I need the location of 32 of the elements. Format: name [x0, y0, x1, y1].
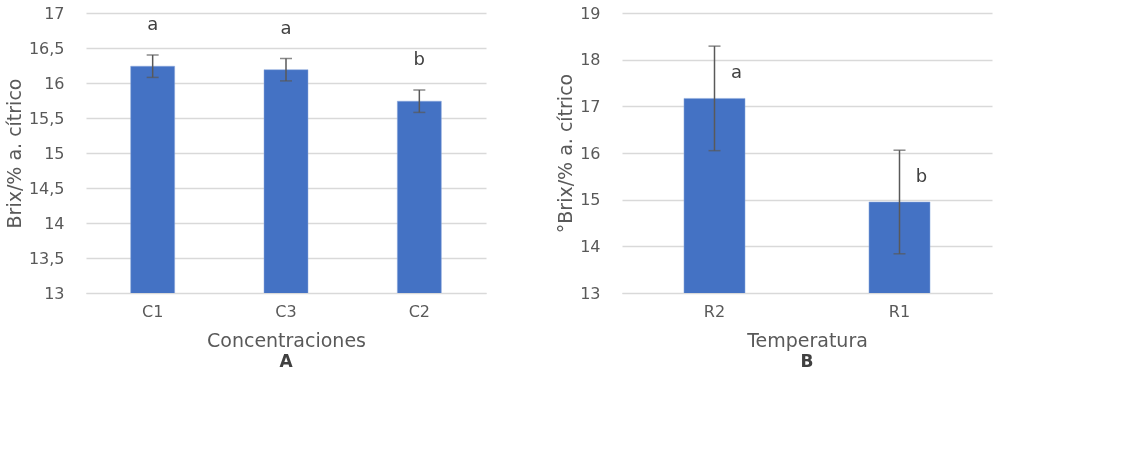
y-tick-label: 14 — [44, 213, 65, 233]
annotation: a — [147, 13, 159, 34]
y-tick-label: 17 — [580, 96, 601, 116]
y-tick-label: 13,5 — [28, 248, 65, 268]
annotation: a — [730, 61, 743, 83]
x-tick-label: C3 — [275, 301, 297, 321]
text: A — [279, 351, 294, 371]
annotation: b — [413, 48, 426, 69]
y-tick-label: 13 — [580, 283, 601, 303]
x-axis-title: Concentraciones — [207, 328, 366, 351]
x-tick-label: R2 — [703, 301, 726, 321]
annotation: b — [915, 165, 928, 187]
y-tick-label: 16 — [580, 143, 601, 163]
y-tick-label: 15,5 — [28, 108, 65, 128]
x-tick-label: R1 — [888, 301, 911, 321]
y-axis-title: Brix/% a. cítrico — [2, 78, 25, 229]
y-tick-label: 18 — [580, 50, 601, 70]
y-tick-label: 14,5 — [28, 178, 65, 198]
y-tick-label: 14 — [580, 236, 601, 256]
x-axis-title: Temperatura — [746, 328, 868, 351]
y-axis-title: °Brix/% a. cítrico — [554, 73, 577, 234]
y-tick-label: 15 — [580, 190, 601, 210]
y-tick-label: 15 — [44, 143, 65, 163]
x-tick-label: C1 — [141, 301, 164, 321]
x-tick-label: C2 — [408, 301, 431, 321]
y-tick-label: 16 — [44, 73, 65, 93]
y-tick-label: 16,5 — [28, 38, 65, 58]
y-tick-label: 19 — [580, 3, 601, 23]
y-tick-label: 17 — [44, 3, 65, 23]
annotation: a — [280, 16, 292, 38]
y-tick-label: 13 — [44, 283, 65, 303]
text: B — [800, 351, 814, 371]
